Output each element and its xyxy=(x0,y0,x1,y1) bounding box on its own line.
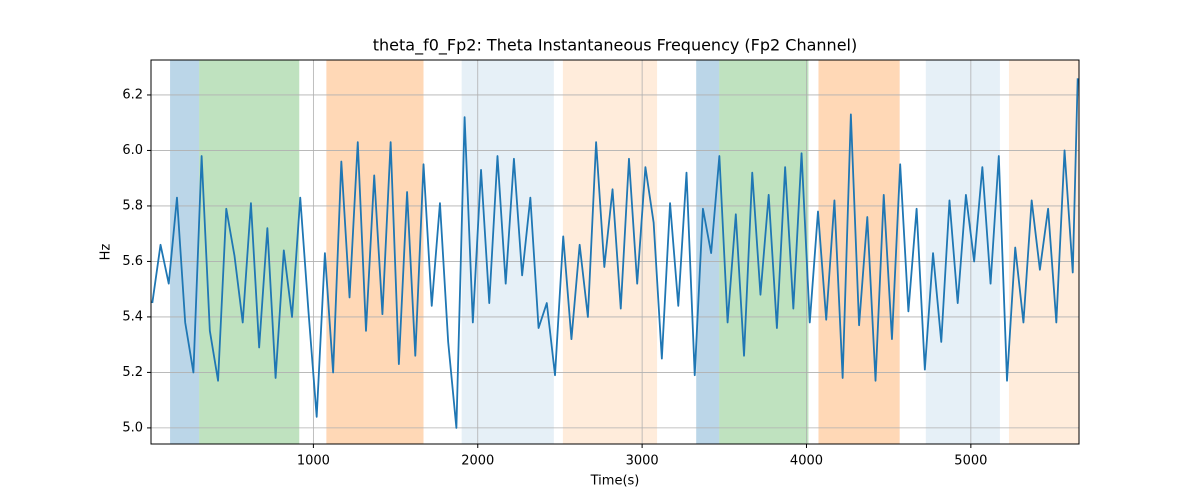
x-tick-label: 2000 xyxy=(461,454,494,469)
y-tick-label: 5.8 xyxy=(122,198,143,213)
shaded-span xyxy=(199,60,300,444)
data-line xyxy=(151,78,1079,429)
y-tick-label: 6.2 xyxy=(122,87,143,102)
shaded-span xyxy=(696,60,720,444)
y-tick-label: 5.0 xyxy=(122,420,143,435)
x-tick-label: 4000 xyxy=(790,454,823,469)
y-axis-label: Hz xyxy=(99,244,114,261)
chart-title: theta_f0_Fp2: Theta Instantaneous Freque… xyxy=(373,36,857,56)
shaded-span xyxy=(1008,60,1079,444)
y-tick-label: 5.4 xyxy=(122,309,143,324)
y-tick-label: 6.0 xyxy=(122,143,143,158)
shaded-span xyxy=(562,60,658,444)
x-tick-label: 5000 xyxy=(954,454,987,469)
y-tick-label: 5.2 xyxy=(122,365,143,380)
y-tick-label: 5.6 xyxy=(122,254,143,269)
shaded-span xyxy=(170,60,200,444)
x-tick-label: 3000 xyxy=(626,454,659,469)
shaded-span xyxy=(326,60,424,444)
x-axis-label: Time(s) xyxy=(590,474,640,489)
x-tick-label: 1000 xyxy=(297,454,330,469)
plot-frame xyxy=(150,59,1080,445)
